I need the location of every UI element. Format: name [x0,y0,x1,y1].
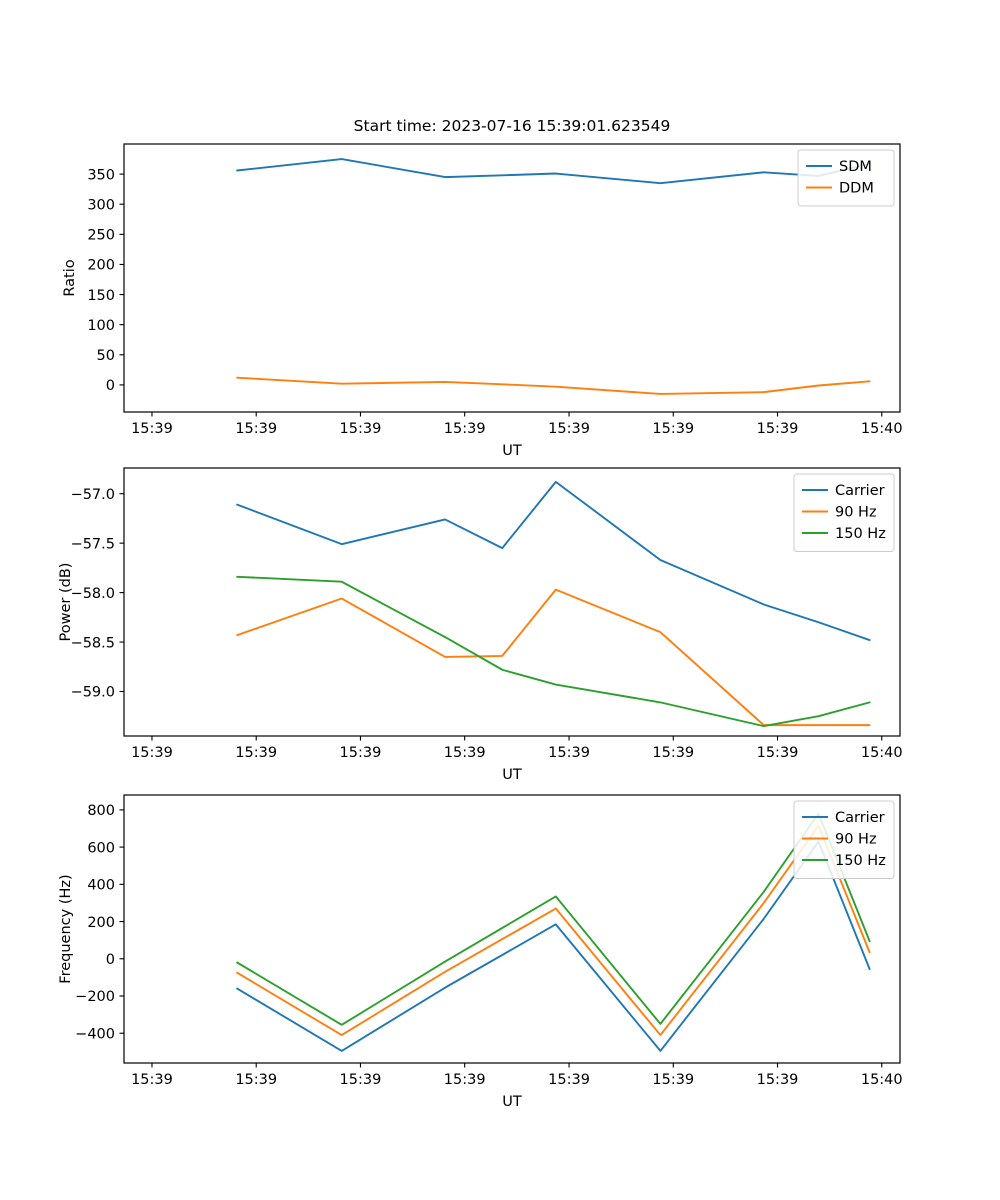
y-tick-label: −400 [75,1026,115,1042]
y-tick-label: −58.0 [71,586,115,602]
y-tick-label: 400 [87,878,115,894]
legend-label-150-hz: 150 Hz [835,853,886,869]
x-tick-label: 15:39 [131,1072,173,1088]
x-tick-label: 15:39 [340,745,382,761]
series-line-150-hz [236,812,871,1026]
subplot-1: 15:39 15:39 15:39 15:39 15:39 15:39 15:39 15:40… [62,143,903,459]
figure-title: Start time: 2023-07-16 15:39:01.623549 [354,117,671,135]
y-tick-label: 800 [87,803,115,819]
series-line-ddm [236,376,871,395]
axes-frame [123,467,901,737]
x-tick-label: 15:39 [131,421,173,437]
legend-label-90-hz: 90 Hz [835,505,877,521]
x-tick-label: 15:39 [652,1072,694,1088]
series-line-sdm [236,158,871,185]
x-tick-label: 15:39 [548,421,590,437]
x-axis-label: UT [502,767,522,783]
y-tick-label: 250 [87,228,115,244]
y-tick-label: 0 [106,952,115,968]
y-tick-label: 150 [87,288,115,304]
legend-label-150-hz: 150 Hz [835,526,886,542]
legend-label-carrier: Carrier [835,483,885,499]
subplot-2: 15:39 15:39 15:39 15:39 15:39 15:39 15:39 15:40… [58,467,903,783]
y-tick-label: 300 [87,197,115,213]
legend-label-90-hz: 90 Hz [835,832,877,848]
y-axis-label: Frequency (Hz) [58,874,74,983]
y-tick-label: 0 [106,378,115,394]
y-axis-label: Power (dB) [58,563,74,642]
y-tick-label: 350 [87,167,115,183]
y-tick-label: −57.5 [71,536,115,552]
x-tick-label: 15:39 [235,421,277,437]
x-tick-label: 15:39 [340,421,382,437]
series-line-90-hz [236,588,871,727]
y-axis-label: Ratio [62,259,78,296]
axes-frame [123,143,901,413]
y-tick-label: 100 [87,318,115,334]
x-tick-label: 15:39 [652,421,694,437]
x-tick-label: 15:39 [444,1072,486,1088]
legend-label-ddm: DDM [839,181,874,197]
x-tick-label: 15:39 [131,745,173,761]
x-axis-label: UT [502,443,522,459]
x-tick-label: 15:39 [757,1072,799,1088]
series-line-carrier [236,480,871,642]
x-tick-label: 15:39 [235,1072,277,1088]
y-tick-label: 50 [97,348,115,364]
subplot-3: 15:39 15:39 15:39 15:39 15:39 15:39 15:39 15:40… [58,794,903,1110]
legend-frame [797,149,895,207]
legend-1: SDM DDM [797,149,895,207]
x-tick-label: 15:40 [861,421,903,437]
x-tick-label: 15:39 [548,1072,590,1088]
y-tick-label: −200 [75,989,115,1005]
x-tick-label: 15:39 [340,1072,382,1088]
x-tick-label: 15:39 [548,745,590,761]
x-axis-label: UT [502,1094,522,1110]
x-tick-label: 15:39 [757,745,799,761]
x-tick-label: 15:40 [861,1072,903,1088]
axes-frame [123,794,901,1064]
x-tick-label: 15:39 [444,421,486,437]
series-line-150-hz [236,575,871,728]
legend-label-sdm: SDM [839,159,872,175]
x-tick-label: 15:39 [235,745,277,761]
y-tick-label: 600 [87,840,115,856]
legend-3: Carrier 90 Hz 150 Hz [793,800,895,879]
y-tick-label: −59.0 [71,685,115,701]
series-line-90-hz [236,824,871,1037]
x-tick-label: 15:39 [652,745,694,761]
x-tick-label: 15:40 [861,745,903,761]
y-tick-label: 200 [87,915,115,931]
legend-label-carrier: Carrier [835,810,885,826]
x-tick-label: 15:39 [444,745,486,761]
x-tick-label: 15:39 [757,421,799,437]
y-tick-label: −58.5 [71,635,115,651]
legend-2: Carrier 90 Hz 150 Hz [793,473,895,552]
y-tick-label: 200 [87,258,115,274]
y-tick-label: −57.0 [71,487,115,503]
